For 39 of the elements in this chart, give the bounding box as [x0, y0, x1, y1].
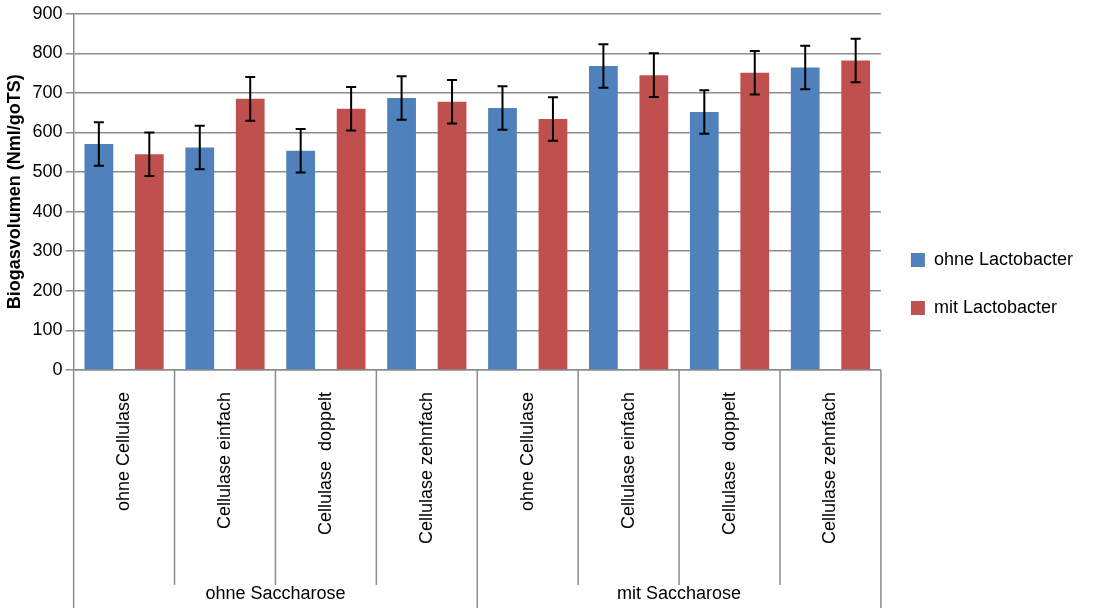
- bar: [286, 150, 316, 370]
- bar: [790, 67, 820, 370]
- x-tick-label: Cellulase doppelt: [718, 391, 739, 536]
- x-tick-label: ohne Cellulase: [516, 391, 537, 511]
- text: mit Saccharose: [617, 582, 742, 603]
- bar: [639, 75, 669, 370]
- x-tick-label: ohne Cellulase: [113, 391, 134, 511]
- bar: [185, 147, 215, 370]
- bar: [235, 98, 265, 370]
- x-tick-label: Cellulase zehnfach: [415, 391, 436, 545]
- y-tick-label: 500: [32, 161, 63, 182]
- legend-label: ohne Lactobacter: [933, 248, 1074, 269]
- bar: [841, 60, 871, 370]
- bar: [689, 111, 719, 370]
- bar: [538, 119, 568, 370]
- x-tick-label: Cellulase einfach: [617, 391, 638, 529]
- y-tick-label: 900: [32, 2, 63, 23]
- text: ohne Saccharose: [205, 582, 346, 603]
- bar: [589, 66, 618, 370]
- y-tick-label: 200: [32, 279, 63, 300]
- bar: [387, 98, 416, 370]
- x-tick-label: Cellulase zehnfach: [819, 391, 840, 545]
- y-tick-label: 800: [32, 42, 63, 63]
- x-tick-label: Cellulase einfach: [213, 391, 234, 529]
- x-tick-label: Cellulase doppelt: [314, 391, 335, 536]
- y-tick-label: 700: [32, 81, 63, 102]
- bar: [437, 101, 467, 370]
- bar: [336, 108, 366, 370]
- y-tick-label: 100: [32, 319, 63, 340]
- y-tick-label: 600: [32, 121, 63, 142]
- bar: [134, 154, 164, 370]
- bar: [740, 72, 770, 370]
- legend-label: mit Lactobacter: [933, 296, 1057, 317]
- y-tick-label: 400: [32, 200, 63, 221]
- y-axis-title: Biogasvolumen (Nml/goTS): [3, 74, 24, 310]
- bar: [488, 107, 517, 370]
- bar: [84, 143, 114, 370]
- y-tick-label: 0: [52, 358, 63, 379]
- y-tick-label: 300: [32, 240, 63, 261]
